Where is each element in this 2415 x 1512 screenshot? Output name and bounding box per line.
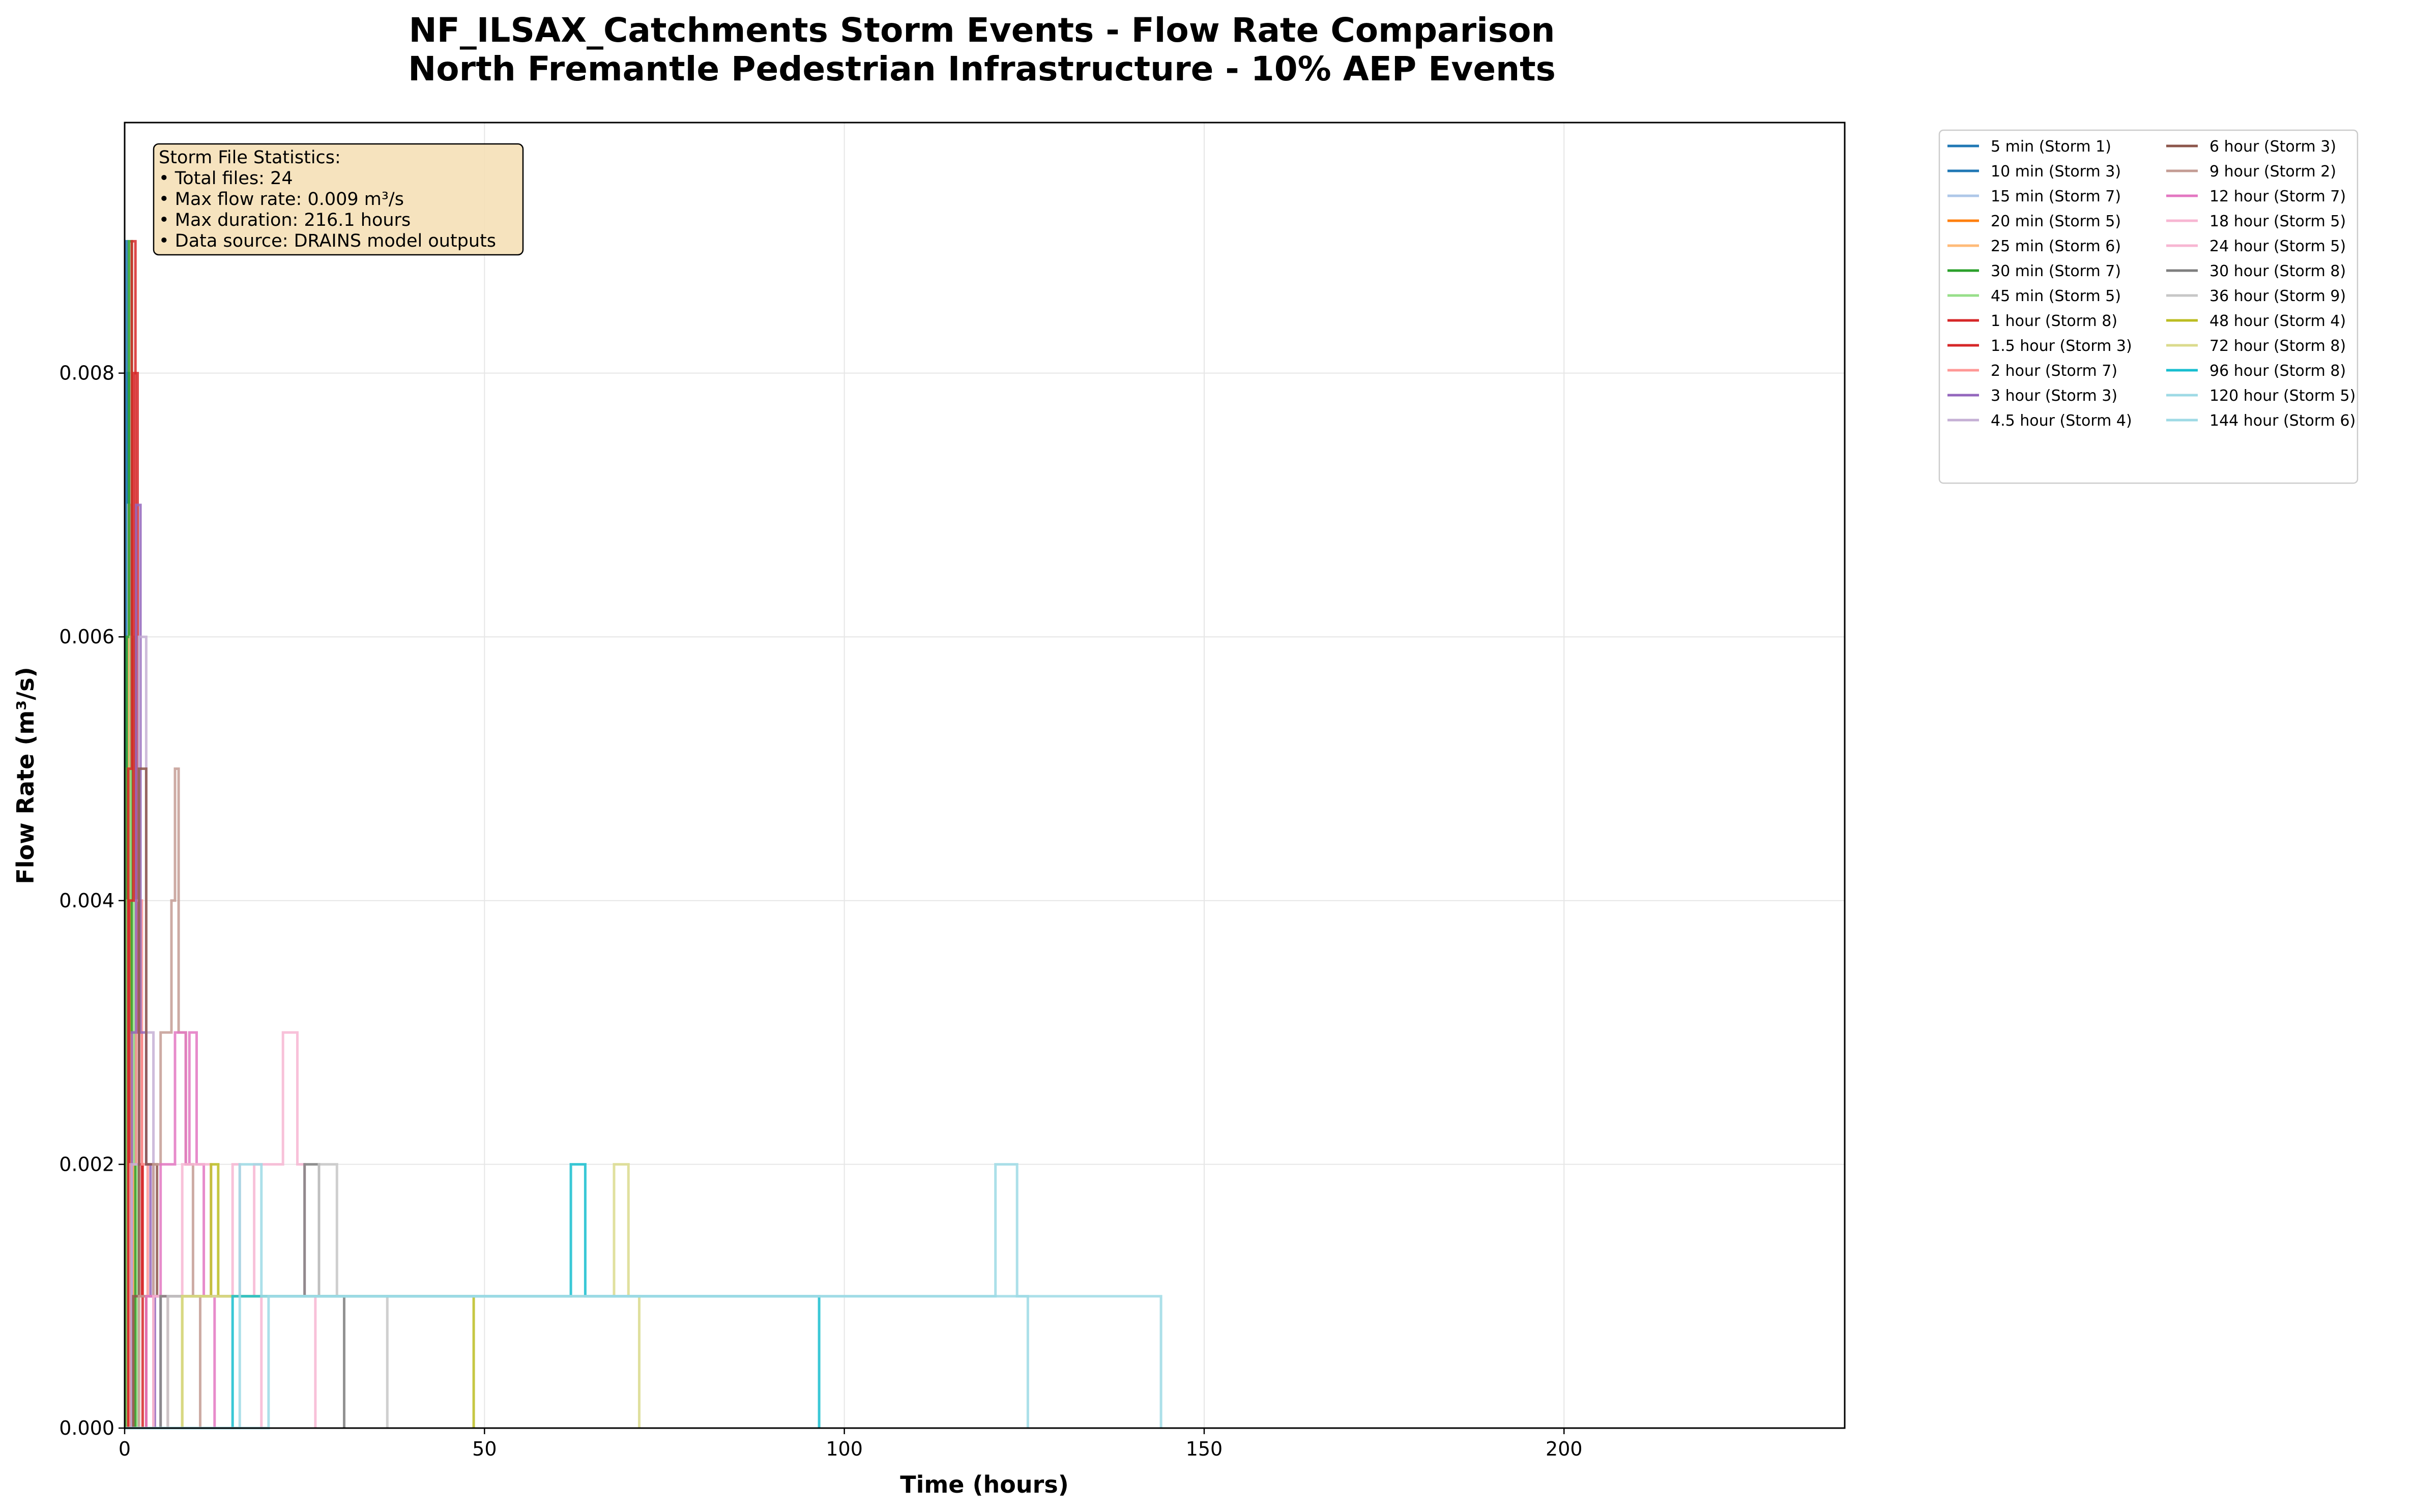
legend-entry: 30 min (Storm 7)	[1947, 262, 2121, 280]
legend-frame	[1938, 129, 2359, 484]
legend-entry: 9 hour (Storm 2)	[2166, 163, 2336, 181]
legend-label: 24 hour (Storm 5)	[2209, 238, 2346, 255]
x-tick-label: 0	[119, 1438, 131, 1460]
legend-entry: 30 hour (Storm 8)	[2166, 262, 2346, 280]
legend-entry: 72 hour (Storm 8)	[2166, 337, 2346, 355]
legend-label: 120 hour (Storm 5)	[2209, 387, 2355, 405]
legend-label: 6 hour (Storm 3)	[2209, 138, 2336, 156]
y-tick-label: 0.004	[59, 890, 114, 912]
stats-line-heading: Storm File Statistics:	[159, 147, 341, 168]
stats-line-max-flow: • Max flow rate: 0.009 m³/s	[159, 189, 404, 210]
stats-line-total-files: • Total files: 24	[159, 168, 293, 189]
y-tick-label: 0.000	[59, 1417, 114, 1439]
legend-label: 15 min (Storm 7)	[1991, 188, 2121, 205]
legend-label: 30 min (Storm 7)	[1991, 262, 2121, 280]
y-axis-label: Flow Rate (m³/s)	[12, 667, 39, 884]
x-tick-label: 100	[826, 1438, 863, 1460]
legend-entry: 24 hour (Storm 5)	[2166, 238, 2346, 255]
plot-frame	[124, 122, 1846, 1429]
x-tick-label: 50	[472, 1438, 497, 1460]
legend-entry: 20 min (Storm 5)	[1947, 213, 2121, 230]
stats-box-background	[153, 143, 524, 256]
legend-label: 3 hour (Storm 3)	[1991, 387, 2117, 405]
series-lines	[124, 240, 1162, 1430]
legend-entry: 48 hour (Storm 4)	[2166, 312, 2346, 330]
legend-entry: 1.5 hour (Storm 3)	[1947, 337, 2132, 355]
legend-entry: 12 hour (Storm 7)	[2166, 188, 2346, 205]
legend-label: 5 min (Storm 1)	[1991, 138, 2111, 156]
stats-box: Storm File Statistics: • Total files: 24…	[153, 143, 524, 256]
axis-ticks: 0 50 100 150 200 0.000 0.002 0.004 0.006 0.008	[59, 362, 1582, 1460]
chart-subtitle: North Fremantle Pedestrian Infrastructur…	[408, 49, 1556, 88]
legend-entry: 120 hour (Storm 5)	[2166, 387, 2355, 405]
legend-label: 1.5 hour (Storm 3)	[1991, 337, 2132, 355]
legend-label: 25 min (Storm 6)	[1991, 238, 2121, 255]
legend-label: 144 hour (Storm 6)	[2209, 412, 2355, 430]
legend: 5 min (Storm 1) 10 min (Storm 3) 15 min (S…	[1938, 129, 2359, 484]
legend-label: 12 hour (Storm 7)	[2209, 188, 2346, 205]
chart-title: NF_ILSAX_Catchments Storm Events - Flow …	[409, 11, 1555, 50]
y-tick-label: 0.008	[59, 362, 114, 384]
legend-label: 48 hour (Storm 4)	[2209, 312, 2346, 330]
x-tick-label: 200	[1546, 1438, 1583, 1460]
legend-entry: 25 min (Storm 6)	[1947, 238, 2121, 255]
stats-line-data-source: • Data source: DRAINS model outputs	[159, 231, 496, 251]
legend-label: 1 hour (Storm 8)	[1991, 312, 2117, 330]
legend-label: 96 hour (Storm 8)	[2209, 362, 2346, 380]
legend-label: 20 min (Storm 5)	[1991, 213, 2121, 230]
legend-label: 10 min (Storm 3)	[1991, 163, 2121, 181]
stats-line-max-duration: • Max duration: 216.1 hours	[159, 210, 411, 230]
legend-label: 36 hour (Storm 9)	[2209, 287, 2346, 305]
legend-entry: 144 hour (Storm 6)	[2166, 412, 2355, 430]
legend-label: 2 hour (Storm 7)	[1991, 362, 2117, 380]
legend-label: 45 min (Storm 5)	[1991, 287, 2121, 305]
legend-label: 72 hour (Storm 8)	[2209, 337, 2346, 355]
legend-entry: 3 hour (Storm 3)	[1947, 387, 2117, 405]
legend-entry: 10 min (Storm 3)	[1947, 163, 2121, 181]
legend-entry: 1 hour (Storm 8)	[1947, 312, 2117, 330]
legend-entry: 96 hour (Storm 8)	[2166, 362, 2346, 380]
legend-entry: 4.5 hour (Storm 4)	[1947, 412, 2132, 430]
legend-entry: 45 min (Storm 5)	[1947, 287, 2121, 305]
legend-entries: 5 min (Storm 1) 10 min (Storm 3) 15 min (S…	[1947, 138, 2355, 430]
legend-entry: 36 hour (Storm 9)	[2166, 287, 2346, 305]
legend-label: 18 hour (Storm 5)	[2209, 213, 2346, 230]
y-tick-label: 0.006	[59, 626, 114, 648]
x-tick-label: 150	[1186, 1438, 1223, 1460]
legend-label: 9 hour (Storm 2)	[2209, 163, 2336, 181]
series-line-144-hour-storm-6	[125, 1295, 1162, 1430]
legend-label: 4.5 hour (Storm 4)	[1991, 412, 2132, 430]
legend-entry: 5 min (Storm 1)	[1947, 138, 2111, 156]
y-tick-label: 0.002	[59, 1153, 114, 1175]
x-axis-label: Time (hours)	[900, 1471, 1069, 1498]
legend-entry: 15 min (Storm 7)	[1947, 188, 2121, 205]
legend-entry: 2 hour (Storm 7)	[1947, 362, 2117, 380]
legend-entry: 18 hour (Storm 5)	[2166, 213, 2346, 230]
legend-label: 30 hour (Storm 8)	[2209, 262, 2346, 280]
legend-entry: 6 hour (Storm 3)	[2166, 138, 2336, 156]
